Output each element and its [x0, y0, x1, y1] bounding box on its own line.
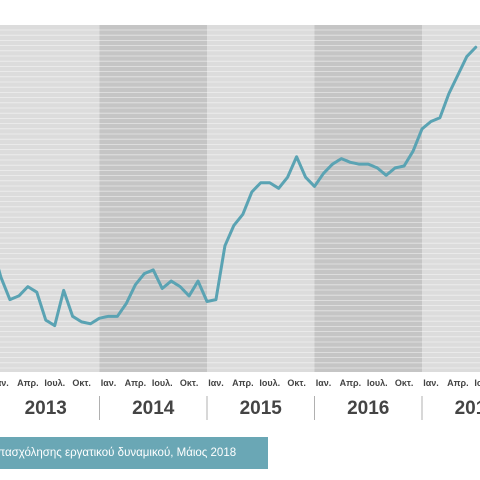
- year-tick-label: 2017: [455, 398, 480, 419]
- month-tick-label: Οκτ.: [287, 378, 306, 388]
- year-tick-label: 2014: [132, 398, 175, 419]
- year-tick-label: 2015: [240, 398, 283, 419]
- year-band: [207, 25, 315, 372]
- gridlines: [0, 29, 480, 369]
- year-tick-label: 2016: [347, 398, 389, 419]
- year-band: [314, 25, 422, 372]
- month-tick-label: Οκτ.: [395, 378, 414, 388]
- month-tick-label: Ιαν.: [316, 378, 332, 388]
- month-tick-label: Ιουλ.: [367, 378, 388, 388]
- year-band: [0, 25, 100, 372]
- series-line: [0, 45, 478, 328]
- month-tick-label: Ιαν.: [208, 378, 224, 388]
- month-tick-label: Απρ.: [447, 378, 468, 388]
- year-band: [422, 25, 480, 372]
- year-tick-label: 2013: [25, 398, 67, 419]
- source-text: Έρευνα απασχόλησης εργατικού δυναμικού, …: [0, 447, 237, 459]
- month-tick-label: Απρ.: [232, 378, 253, 388]
- month-tick-label: Οκτ.: [72, 378, 91, 388]
- month-tick-label: Απρ.: [340, 378, 361, 388]
- year-bands: [0, 25, 480, 372]
- month-tick-label: Ιουλ.: [474, 378, 480, 388]
- month-tick-label: Απρ.: [125, 378, 146, 388]
- month-tick-label: Ιουλ.: [152, 378, 173, 388]
- year-axis-labels: 2013 2014 2015 2016 2017: [25, 398, 480, 419]
- month-tick-label: Ιαν.: [101, 378, 117, 388]
- month-tick-label: Οκτ.: [180, 378, 199, 388]
- month-tick-label: Ιουλ.: [44, 378, 65, 388]
- month-axis-labels: Ιαν. Απρ. Ιουλ. Οκτ. Ιαν. Απρ. Ιουλ. Οκτ. Ιαν. Απ…: [0, 378, 480, 388]
- month-tick-label: Ιαν.: [423, 378, 439, 388]
- month-tick-label: Ιαν.: [0, 378, 9, 388]
- month-tick-label: Απρ.: [17, 378, 38, 388]
- month-tick-label: Ιουλ.: [259, 378, 280, 388]
- year-dividers: [99, 396, 423, 420]
- source-note: Έρευνα απασχόλησης εργατικού δυναμικού, …: [0, 437, 268, 469]
